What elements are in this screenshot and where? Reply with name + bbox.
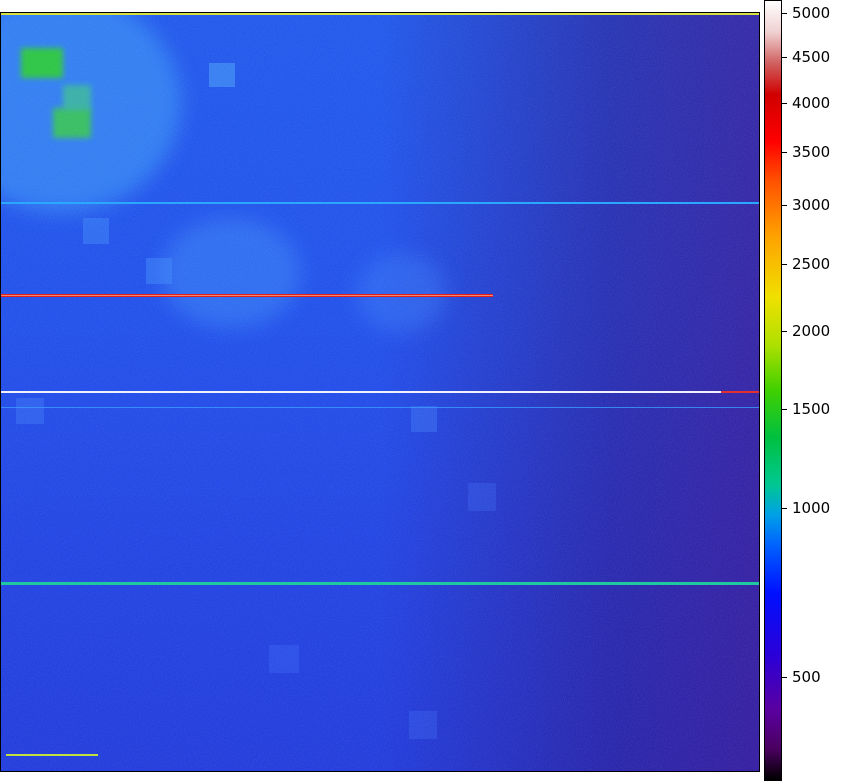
detector-image-overlay xyxy=(1,13,759,771)
colorbar-tick-label: 4500 xyxy=(792,48,831,66)
horizontal-streak-highlight xyxy=(1,295,493,296)
colorbar-tick-label: 3500 xyxy=(792,143,831,161)
colorbar-tick-label: 3000 xyxy=(792,196,831,214)
colorbar-tick-label: 1500 xyxy=(792,400,831,418)
colorbar-tick xyxy=(782,508,787,509)
colorbar-tick-label: 4000 xyxy=(792,94,831,112)
horizontal-streak xyxy=(1,407,759,408)
horizontal-streak xyxy=(1,391,759,393)
detector-image xyxy=(0,12,760,772)
colorbar-tick xyxy=(782,205,787,206)
colorbar-tick xyxy=(782,152,787,153)
streak-end xyxy=(721,391,759,393)
top-edge-streak xyxy=(1,13,759,15)
colorbar-tick xyxy=(782,103,787,104)
colorbar-tick-label: 2000 xyxy=(792,322,831,340)
bottom-streak xyxy=(6,754,98,756)
colorbar-tick xyxy=(782,677,787,678)
colorbar-tick-label: 500 xyxy=(792,668,821,686)
colorbar-tick-label: 1000 xyxy=(792,499,831,517)
colorbar-tick-label: 2500 xyxy=(792,255,831,273)
horizontal-streak xyxy=(1,582,759,585)
colorbar-tick-label: 5000 xyxy=(792,4,831,22)
colorbar-tick xyxy=(782,57,787,58)
colorbar-tick xyxy=(782,331,787,332)
colorbar-tick xyxy=(782,409,787,410)
horizontal-streak xyxy=(1,202,759,204)
colorbar-tick xyxy=(782,13,787,14)
colorbar xyxy=(764,0,782,781)
colorbar-tick xyxy=(782,264,787,265)
